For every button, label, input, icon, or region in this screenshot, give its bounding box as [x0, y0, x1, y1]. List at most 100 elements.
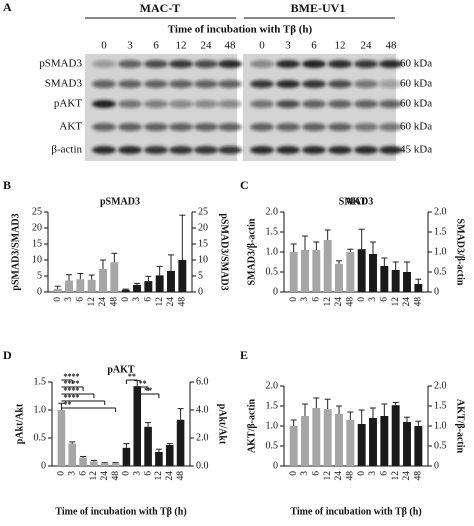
blot-band	[144, 146, 168, 154]
x-tick-label: 12	[154, 471, 164, 481]
group-label: MAC-T	[140, 1, 181, 15]
time-label: 12	[176, 40, 187, 52]
x-tick-label: 6	[143, 471, 153, 476]
x-tick-label: 3	[67, 471, 77, 476]
blot-band	[218, 100, 242, 108]
blot-band	[379, 123, 403, 131]
y2-tick-label: 10	[198, 254, 208, 265]
blot-band	[328, 146, 352, 154]
x-tick-label: 0	[122, 471, 132, 476]
bar	[312, 408, 321, 466]
y2-tick-label: 0.5	[434, 440, 447, 451]
blot-band	[302, 60, 326, 68]
bar	[391, 270, 400, 292]
size-label: 45 kDa	[400, 144, 432, 156]
blot-band	[118, 100, 142, 108]
y2-tick-label: 1.5	[434, 226, 447, 237]
size-label: 60 kDa	[400, 98, 432, 110]
y2-tick-label: 0	[434, 286, 439, 297]
row-label: pSMAD3	[39, 58, 82, 70]
x-tick-label: 0	[57, 471, 67, 476]
y2-tick-label: 1.0	[434, 246, 447, 257]
x-tick-label: 0	[53, 297, 63, 302]
blot-band	[144, 60, 168, 68]
size-label: 60 kDa	[400, 121, 432, 133]
x-axis-label: Time of incubation with Tβ (h)	[55, 506, 186, 517]
x-tick-label: 3	[300, 297, 310, 302]
x-tick-label: 24	[165, 471, 175, 481]
y-axis-label: pSMAD3/SMAD3	[10, 213, 21, 290]
bar	[65, 280, 73, 292]
bar	[335, 264, 343, 292]
bar	[369, 254, 377, 292]
bar	[165, 445, 174, 466]
blot-band	[118, 60, 142, 68]
bar	[369, 418, 377, 466]
x-tick-label: 24	[100, 471, 110, 481]
bar	[57, 410, 66, 466]
bar	[178, 260, 187, 292]
y2-tick-label: 2.0	[434, 206, 447, 217]
bar	[403, 422, 411, 466]
y-tick-label: 15	[32, 238, 42, 249]
bar	[346, 252, 355, 292]
sig-label: ****	[63, 372, 79, 381]
blot-band	[194, 123, 218, 131]
bar	[335, 414, 343, 466]
blot-band	[302, 100, 326, 108]
blot-band	[328, 80, 352, 88]
x-tick-label: 6	[380, 471, 390, 476]
y-tick-label: 0	[273, 286, 278, 297]
y2-tick-label: 1.5	[434, 400, 447, 411]
blot-band	[276, 60, 300, 68]
time-label: 3	[127, 40, 133, 52]
bar	[391, 405, 400, 466]
y-tick-label: 2.0	[266, 206, 279, 217]
bar	[144, 281, 153, 292]
blot-band	[302, 80, 326, 88]
x-tick-label: 3	[64, 297, 74, 302]
chart-title: AKT	[345, 196, 367, 207]
blot-band	[92, 100, 116, 108]
x-tick-label: 6	[312, 471, 322, 476]
bar	[68, 443, 77, 466]
x-tick-label: 12	[323, 297, 333, 307]
sig-label: **	[128, 372, 136, 381]
bar	[87, 279, 96, 292]
x-tick-label: 48	[176, 471, 186, 481]
y-tick-label: 1.0	[266, 246, 279, 257]
x-tick-label: 48	[111, 471, 121, 481]
group-label: BME-UV1	[291, 1, 346, 15]
y2-tick-label: 1.0	[434, 420, 447, 431]
x-tick-label: 6	[144, 297, 154, 302]
y-axis-label: SMAD3/β-actin	[246, 218, 257, 285]
panel-letter: D	[3, 348, 12, 362]
blot-band	[302, 123, 326, 131]
y-tick-label: 0.5	[266, 266, 279, 277]
bar	[99, 268, 107, 292]
time-label: 12	[335, 40, 346, 52]
bar	[323, 409, 332, 466]
bar	[100, 463, 109, 466]
sig-label: ****	[63, 379, 79, 388]
y-tick-label: 2.0	[266, 380, 279, 391]
time-label: 48	[225, 40, 237, 52]
y2-tick-label: 20	[198, 222, 208, 233]
bar	[121, 289, 130, 292]
time-label: 0	[259, 40, 265, 52]
row-label: β-actin	[51, 144, 82, 156]
size-label: 60 kDa	[400, 58, 432, 70]
y2-tick-label: 15	[198, 238, 208, 249]
blot-band	[144, 80, 168, 88]
x-tick-label: 48	[346, 297, 356, 307]
chart-title: pSMAD3	[100, 196, 140, 207]
time-label: 48	[386, 40, 398, 52]
blot-band	[328, 60, 352, 68]
y-tick-label: 1.5	[266, 226, 279, 237]
x-tick-label: 48	[414, 297, 424, 307]
y2-axis-label: AKT/β-actin	[455, 399, 466, 454]
blot-band	[118, 123, 142, 131]
row-label: SMAD3	[45, 78, 83, 90]
panel-letter: C	[240, 178, 249, 192]
bar	[357, 424, 366, 466]
